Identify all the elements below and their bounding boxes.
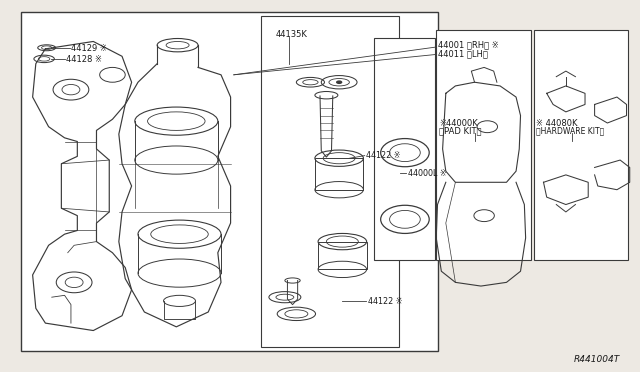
Text: 44135K: 44135K [275,30,307,39]
Text: 44122 ※: 44122 ※ [368,297,403,306]
Text: R441004T: R441004T [574,355,620,364]
Text: 44128 ※: 44128 ※ [66,55,102,64]
Bar [315,158,364,190]
Bar [374,38,435,260]
Bar [318,241,367,269]
Text: 〈HARDWARE KIT〉: 〈HARDWARE KIT〉 [536,126,604,136]
Bar [21,12,438,351]
Text: ※ 44080K: ※ 44080K [536,119,577,128]
Bar [534,31,628,260]
Text: 44000L ※: 44000L ※ [408,169,447,178]
Text: 44129 ※: 44129 ※ [71,44,107,52]
Text: ※44000K: ※44000K [439,119,477,128]
Circle shape [336,80,342,84]
Bar [436,31,531,260]
Text: 44001 〈RH〉 ※: 44001 〈RH〉 ※ [438,40,499,49]
Bar [261,16,399,347]
Text: 〈PAD KIT〉: 〈PAD KIT〉 [439,126,481,136]
Text: 44122 ※: 44122 ※ [366,151,401,160]
Text: 44011 〈LH〉: 44011 〈LH〉 [438,49,488,58]
